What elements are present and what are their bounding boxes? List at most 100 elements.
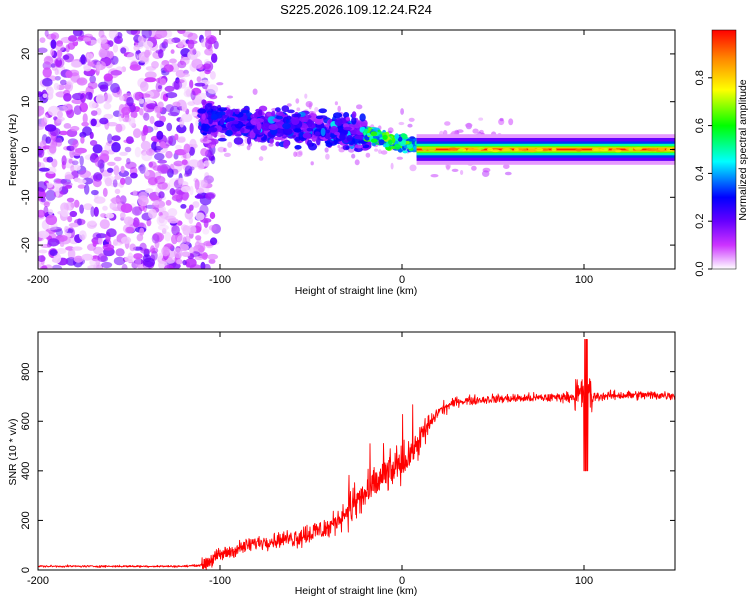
spectrogram-cell bbox=[154, 120, 165, 128]
spectrogram-cell bbox=[171, 225, 180, 236]
spectrogram-cell bbox=[124, 256, 136, 263]
spectrogram-cell bbox=[213, 40, 219, 50]
spectrogram-cell bbox=[143, 257, 155, 268]
spectrogram-cell bbox=[71, 98, 84, 105]
spectrogram-cell bbox=[223, 152, 231, 157]
spectrogram-cell bbox=[611, 148, 617, 152]
y-tick-label: 20 bbox=[20, 48, 32, 60]
spectrogram-cell bbox=[102, 244, 115, 251]
spectrogram-cell bbox=[182, 31, 194, 38]
spectrogram-cell bbox=[139, 108, 144, 116]
spectrogram-cell bbox=[291, 113, 299, 118]
spectrogram-cell bbox=[38, 161, 42, 167]
spectrogram-cell bbox=[456, 129, 464, 133]
spectrogram-cell bbox=[133, 128, 142, 139]
snr-panel: -200 -100 0 100 0 200 400 600 800 Height of str… bbox=[7, 331, 676, 597]
spectrogram-cell bbox=[166, 38, 175, 45]
spectrogram-cell bbox=[271, 110, 276, 117]
spectrogram-cell bbox=[140, 81, 149, 92]
spectrogram-cell bbox=[93, 246, 104, 255]
spectrogram-cell bbox=[158, 252, 163, 261]
spectrogram-cell bbox=[102, 205, 108, 211]
spectrogram-cell bbox=[306, 127, 313, 132]
spectrogram-cell bbox=[258, 156, 264, 161]
spectrogram-x-axis-label: Height of straight line (km) bbox=[295, 285, 418, 297]
x-tick-label: 0 bbox=[399, 274, 405, 286]
spectrogram-cell bbox=[189, 79, 194, 89]
spectrogram-cell bbox=[42, 77, 53, 87]
spectrogram-cell bbox=[374, 148, 379, 152]
spectrogram-cell bbox=[128, 116, 136, 127]
spectrogram-cell bbox=[421, 147, 428, 151]
snr-x-axis-label: Height of straight line (km) bbox=[295, 585, 418, 597]
spectrogram-cell bbox=[330, 125, 339, 134]
spectrogram-cell bbox=[161, 228, 167, 234]
spectrogram-cell bbox=[275, 141, 280, 147]
spectrogram-cell bbox=[79, 170, 92, 179]
spectrogram-marks bbox=[38, 30, 675, 269]
spectrogram-cell bbox=[298, 150, 303, 156]
spectrogram-cell bbox=[209, 70, 216, 80]
spectrogram-cell bbox=[107, 167, 114, 173]
spectrogram-cell bbox=[55, 186, 60, 198]
spectrogram-cell bbox=[113, 35, 124, 45]
spectrogram-y-axis: -20 -10 0 10 20 bbox=[20, 48, 675, 253]
spectrogram-cell bbox=[124, 176, 133, 185]
spectrogram-cell bbox=[206, 84, 219, 94]
spectrogram-cell bbox=[92, 174, 98, 182]
spectrogram-cell bbox=[207, 253, 219, 260]
spectrogram-cell bbox=[57, 110, 63, 118]
spectrogram-cell bbox=[133, 44, 140, 52]
spectrogram-cell bbox=[111, 135, 121, 142]
spectrogram-cell bbox=[119, 95, 125, 101]
spectrogram-cell bbox=[444, 121, 451, 126]
spectrogram-cell bbox=[92, 240, 97, 247]
spectrogram-cell bbox=[103, 73, 114, 82]
spectrogram-cell bbox=[178, 73, 191, 78]
spectrogram-cell bbox=[69, 210, 78, 218]
spectrogram-cell bbox=[346, 135, 353, 142]
spectrogram-cell bbox=[62, 181, 73, 188]
spectrogram-cell bbox=[129, 64, 142, 71]
spectrogram-cell bbox=[158, 191, 165, 199]
spectrogram-cell bbox=[139, 166, 148, 174]
spectrogram-cell bbox=[55, 44, 65, 52]
spectrogram-cell bbox=[343, 112, 350, 119]
spectrogram-cell bbox=[171, 234, 178, 245]
spectrogram-cell bbox=[118, 111, 123, 122]
spectrogram-cell bbox=[187, 39, 195, 49]
spectrogram-cell bbox=[226, 109, 234, 117]
spectrogram-cell bbox=[137, 35, 144, 43]
spectrogram-cell bbox=[119, 212, 126, 219]
spectrogram-cell bbox=[593, 148, 603, 152]
spectrogram-cell bbox=[159, 78, 167, 86]
spectrogram-cell bbox=[88, 220, 97, 226]
spectrogram-cell bbox=[294, 128, 302, 133]
spectrogram-cell bbox=[487, 148, 493, 151]
spectrogram-cell bbox=[184, 235, 191, 246]
spectrogram-cell bbox=[396, 156, 403, 160]
spectrogram-cell bbox=[356, 104, 363, 110]
spectrogram-cell bbox=[316, 136, 321, 146]
spectrogram-cell bbox=[111, 142, 121, 153]
spectrogram-cell bbox=[72, 246, 83, 251]
spectrogram-cell bbox=[176, 124, 187, 134]
spectrogram-cell bbox=[133, 253, 143, 260]
spectrogram-cell bbox=[151, 233, 160, 244]
spectrogram-cell bbox=[134, 146, 142, 158]
spectrogram-cell bbox=[225, 129, 233, 137]
colorbar-tick-label: 0.4 bbox=[694, 166, 706, 181]
spectrogram-cell bbox=[38, 190, 47, 199]
spectrogram-cell bbox=[170, 49, 175, 54]
spectrogram-cell bbox=[177, 60, 187, 69]
spectrogram-cell bbox=[124, 146, 132, 153]
spectrogram-cell bbox=[164, 85, 175, 92]
spectrogram-cell bbox=[646, 148, 652, 151]
spectrogram-cell bbox=[104, 177, 112, 187]
spectrogram-cell bbox=[408, 117, 415, 122]
spectrogram-cell bbox=[165, 150, 173, 159]
spectrogram-cell bbox=[406, 143, 413, 149]
spectrogram-cell bbox=[154, 105, 161, 114]
spectrogram-cell bbox=[142, 124, 149, 136]
spectrogram-cell bbox=[98, 236, 103, 245]
